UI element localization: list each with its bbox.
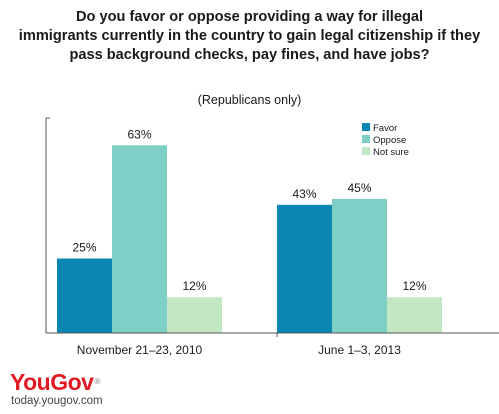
data-label-favor-1: 25% (72, 241, 96, 255)
x-tick-label-2: June 1–3, 2013 (318, 343, 401, 357)
chart-title: Do you favor or oppose providing a way f… (10, 8, 489, 65)
bar-oppose-2 (332, 198, 387, 333)
data-label-not-sure-2: 12% (402, 279, 426, 293)
registered-mark: ® (94, 377, 100, 386)
data-label-oppose-1: 63% (127, 127, 151, 141)
legend-label-favor: Favor (373, 123, 397, 134)
title-line-1: Do you favor or oppose providing a way f… (75, 9, 424, 25)
legend-swatch-not-sure (362, 147, 370, 155)
bar-favor-2 (277, 204, 332, 333)
legend-label-oppose: Oppose (373, 135, 406, 146)
legend-label-not-sure: Not sure (373, 147, 409, 158)
chart-subtitle: (Republicans only) (197, 93, 302, 107)
bar-not-sure-1 (167, 297, 222, 333)
yougov-logo[interactable]: YouGov® (10, 370, 100, 394)
data-label-favor-2: 43% (292, 187, 316, 201)
x-tick-label-1: November 21–23, 2010 (77, 343, 203, 357)
title-line-3: pass background checks, pay fines, and h… (69, 47, 430, 63)
site-url[interactable]: today.yougov.com (11, 395, 103, 407)
data-label-oppose-2: 45% (347, 181, 371, 195)
bar-not-sure-2 (387, 297, 442, 333)
bar-favor-1 (57, 258, 112, 333)
logo-text: YouGov (10, 369, 94, 395)
data-label-not-sure-1: 12% (182, 279, 206, 293)
title-line-2: immigrants currently in the country to g… (18, 28, 481, 44)
legend-swatch-favor (362, 123, 370, 131)
legend-swatch-oppose (362, 135, 370, 143)
bar-oppose-1 (112, 145, 167, 333)
